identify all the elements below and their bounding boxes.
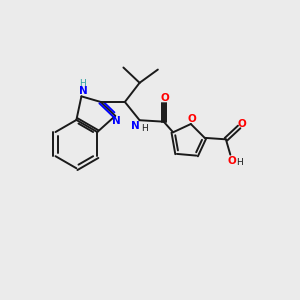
- Text: H: H: [141, 124, 147, 133]
- Text: O: O: [188, 114, 197, 124]
- Text: O: O: [161, 93, 170, 103]
- Text: O: O: [238, 119, 247, 129]
- Text: H: H: [80, 80, 86, 88]
- Text: N: N: [79, 86, 87, 96]
- Text: N: N: [131, 121, 140, 131]
- Text: N: N: [112, 116, 121, 126]
- Text: O: O: [227, 155, 236, 166]
- Text: H: H: [236, 158, 243, 167]
